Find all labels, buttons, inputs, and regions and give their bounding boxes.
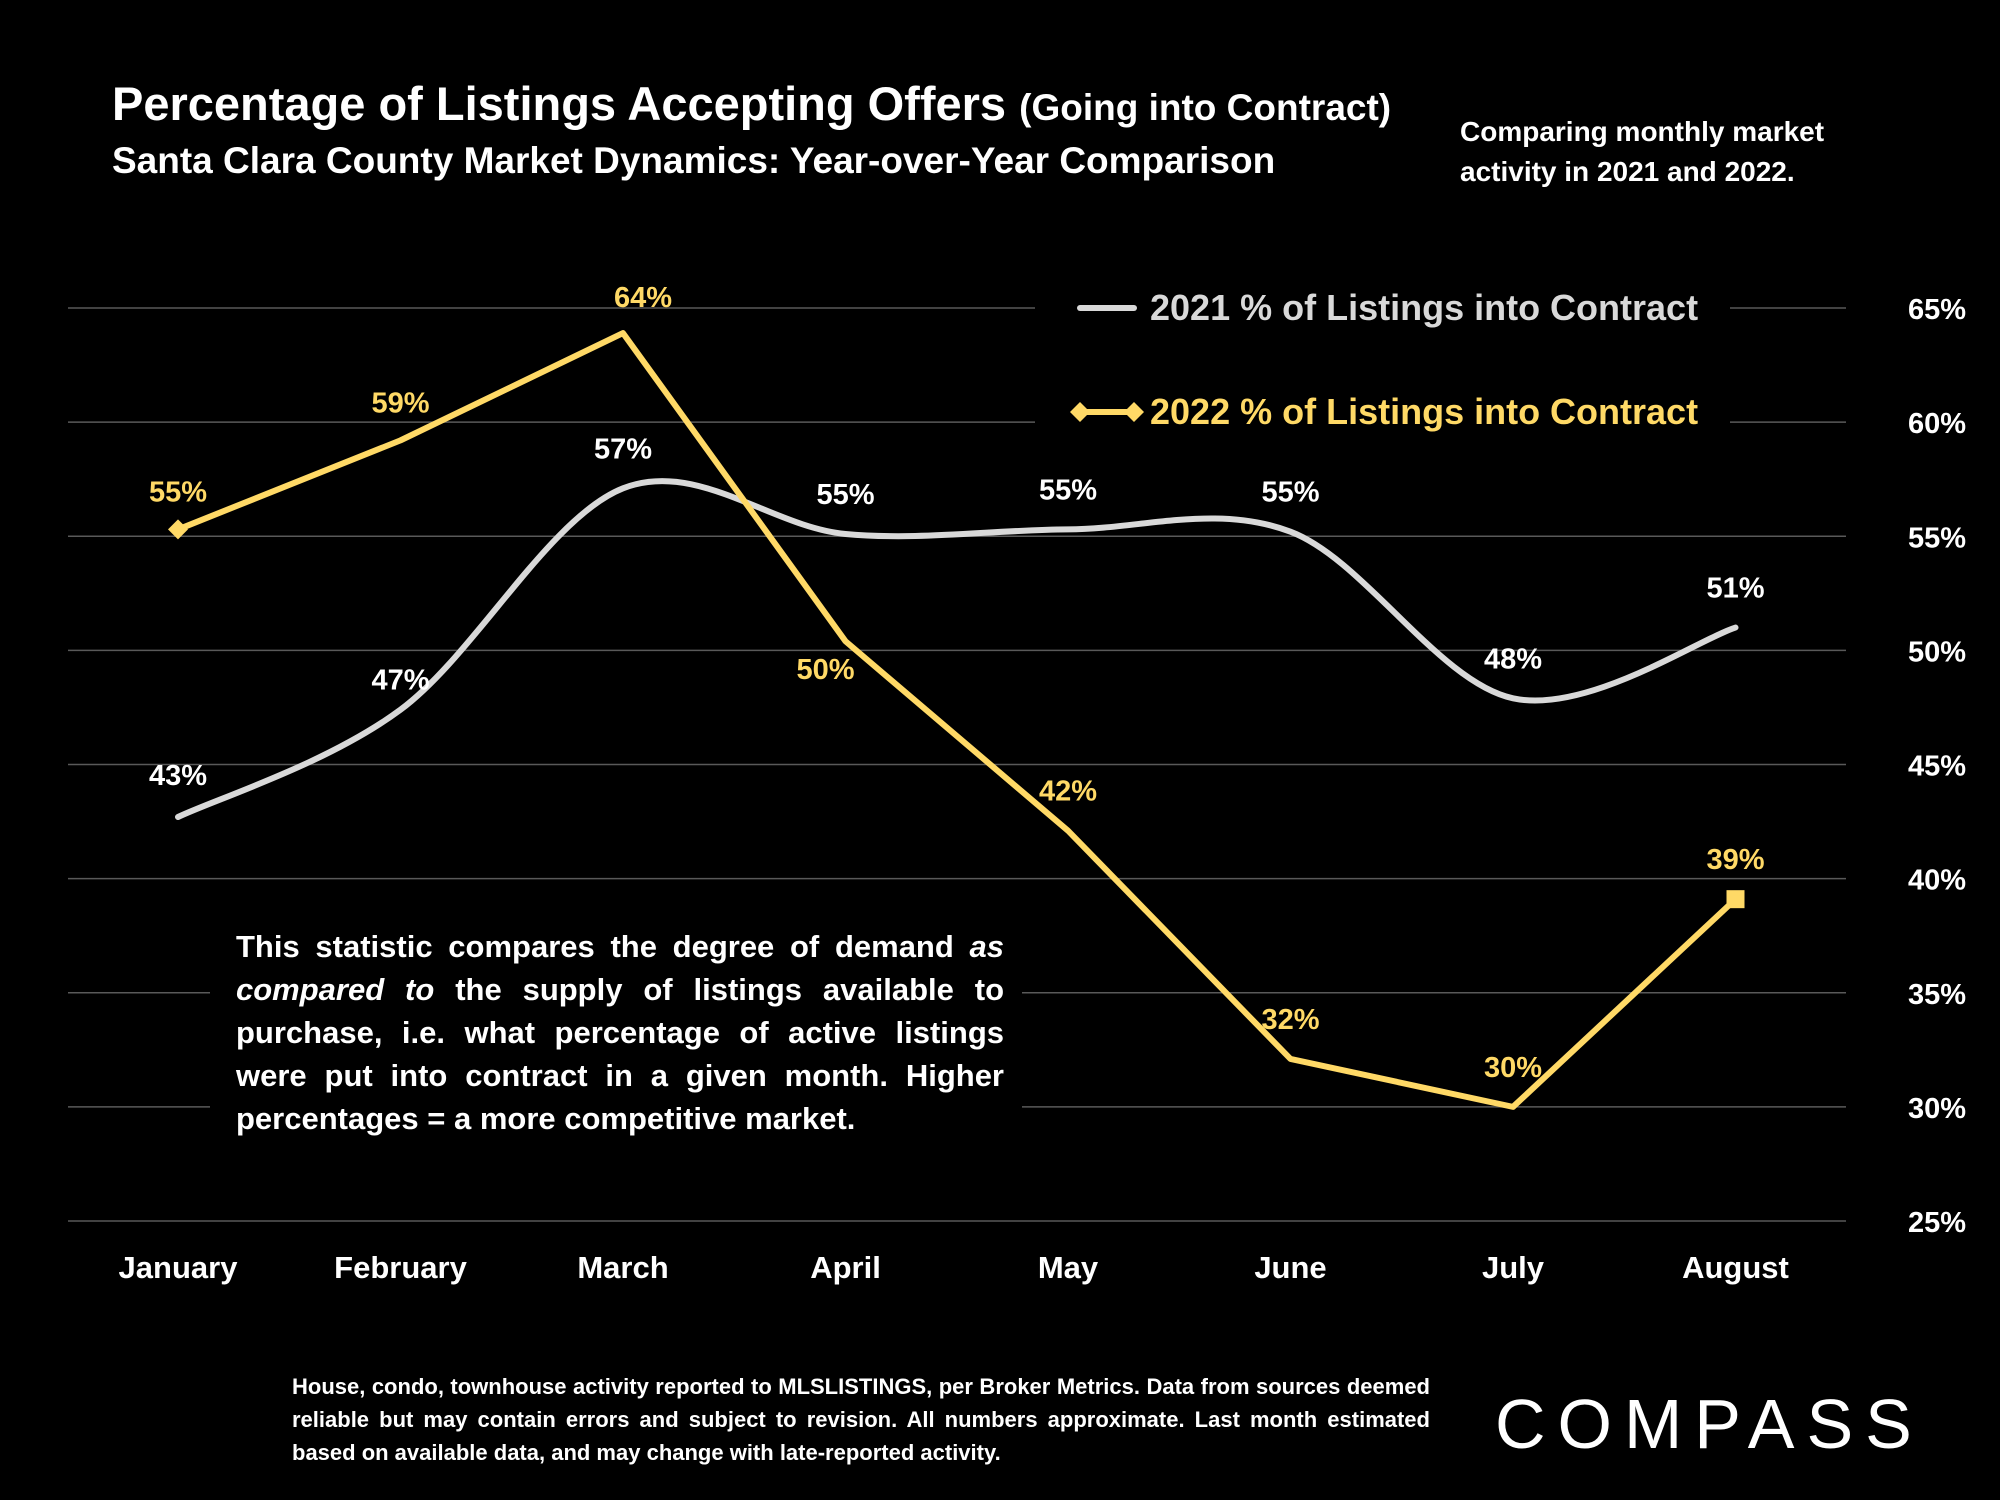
comparison-note: Comparing monthly market activity in 202… [1460,116,1825,187]
series-2021-data-label: 55% [816,479,874,511]
y-tick-label: 60% [1908,408,1966,440]
series-2021-data-label: 55% [1039,474,1097,506]
x-tick-label: March [577,1250,668,1285]
series-2022-data-label: 39% [1706,844,1764,876]
description-background [210,905,1022,1150]
series-2022-data-label: 42% [1039,776,1097,808]
x-tick-label: August [1682,1250,1789,1285]
series-2022-data-label: 59% [371,387,429,419]
series-2021-data-label: 55% [1261,477,1319,509]
legend-2021-label: 2021 % of Listings into Contract [1150,287,1698,328]
legend-background [1035,268,1730,453]
series-2021-data-label: 57% [594,433,652,465]
compass-logo: COMPASS [1495,1385,1920,1460]
description-part1: This statistic compares the degree of de… [236,929,970,964]
series-2022-line [176,330,1738,1110]
y-tick-label: 35% [1908,979,1966,1011]
x-tick-label: July [1482,1250,1545,1285]
source-footnote: House, condo, townhouse activity reporte… [292,1374,1430,1465]
chart-title: Percentage of Listings Accepting Offers … [112,76,1391,131]
series-2022-data-label: 30% [1484,1052,1542,1084]
chart-subtitle: Santa Clara County Market Dynamics: Year… [112,140,1276,181]
description-textbox: This statistic compares the degree of de… [236,925,1004,1140]
series-2021-line [175,478,1739,820]
x-tick-label: May [1038,1250,1099,1285]
series-2022-marker-end [1726,890,1745,909]
chart-title-suffix: (Going into Contract) [1019,87,1392,128]
legend-2022-label: 2022 % of Listings into Contract [1150,391,1698,432]
y-tick-label: 55% [1908,522,1966,554]
x-tick-label: January [119,1250,239,1285]
description-emphasis: as compared to [236,929,1004,1007]
series-2021-data-label: 43% [149,760,207,792]
y-tick-label: 65% [1908,294,1966,326]
series-2022-marker-start [168,519,188,540]
legend-2022-marker-right [1124,402,1144,422]
y-tick-label: 25% [1908,1207,1966,1239]
series-2021-data-label: 51% [1706,573,1764,605]
series-2022-data-label: 55% [149,476,207,508]
x-tick-label: June [1254,1250,1326,1285]
legend-2022-marker-left [1070,402,1090,422]
description-part2: the supply of listings available to purc… [236,972,1005,1136]
series-2021-data-label: 47% [371,665,429,697]
series-2022-data-label: 64% [614,282,672,314]
series-2022-data-label: 32% [1261,1004,1319,1036]
series-2022-data-label: 50% [796,654,854,686]
series-2021-data-label: 48% [1484,643,1542,675]
x-tick-label: April [810,1250,881,1285]
y-tick-label: 40% [1908,865,1966,897]
chart-title-main: Percentage of Listings Accepting Offers [112,77,1007,130]
y-tick-label: 50% [1908,636,1966,668]
x-tick-label: February [334,1250,467,1285]
y-tick-label: 30% [1908,1093,1966,1125]
compass-logo-text: COMPASS [1495,1385,1920,1460]
y-tick-label: 45% [1908,751,1966,783]
